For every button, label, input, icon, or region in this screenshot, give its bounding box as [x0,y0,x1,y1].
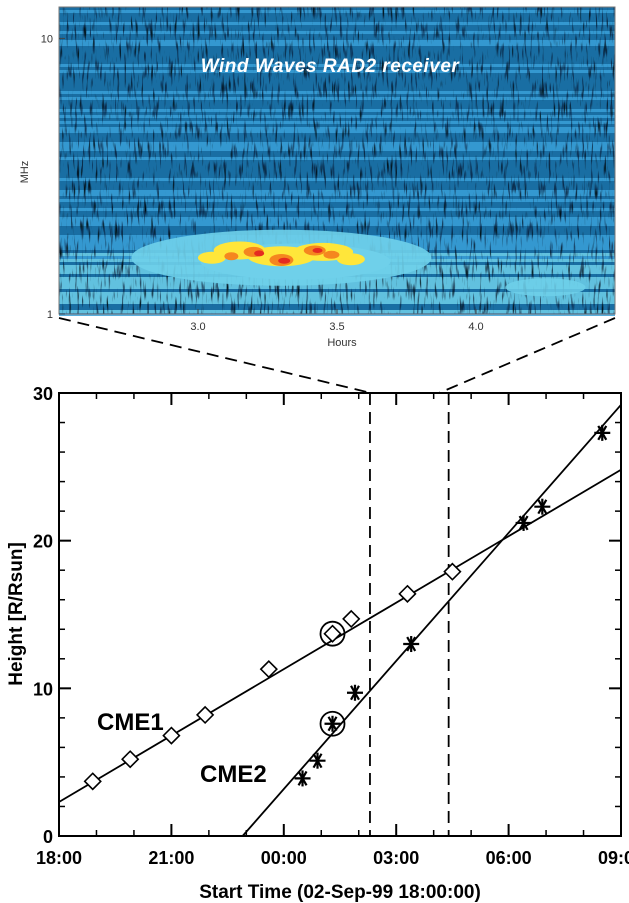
burst-halo [505,278,586,297]
burst-core [278,257,291,264]
y-tick-label: 30 [33,384,53,404]
spectrogram-x-ticks: 3.0 3.5 4.0 [190,309,484,333]
plot-ticks: 18:00 21:00 00:00 03:00 06:00 09:00 0 10 20 30 [33,384,629,868]
circled-points [319,620,346,737]
spectrogram-x-tick-label: 3.0 [190,321,205,333]
spectrogram-x-tick-label: 3.5 [329,321,344,333]
burst-intense [336,253,365,266]
cme2-point [294,770,311,787]
zoom-line-right [438,317,616,394]
cme2-point [534,498,551,515]
fit-line-cme2 [241,404,622,837]
cme2-point [515,514,532,531]
cme1-point [195,705,215,725]
series-label-cme2: CME2 [200,761,267,788]
cme2-point [309,752,326,769]
cme1-points [83,562,462,791]
cme1-point [443,562,462,581]
cme1-point [121,750,140,769]
fit-line-cme1 [58,469,622,803]
spectrogram-y-tick-label: 10 [41,33,53,45]
cme2-point [346,684,363,701]
cme1-point [83,772,102,791]
plot-frame [58,392,622,837]
cme2-points [294,424,611,787]
cme1-point [342,609,361,629]
cme1-point [162,726,181,745]
y-axis-label: Height [R/Rsun] [6,542,27,686]
y-tick-label: 20 [33,532,53,552]
zoom-line-left [58,317,372,394]
fit-lines [58,404,622,837]
vertical-marker-lines [369,393,450,836]
burst-peak [224,252,239,261]
circled-point [319,710,346,737]
spectrogram-title: Wind Waves RAD2 receiver [201,56,461,77]
burst-core [312,247,323,253]
height-time-plot: 18:00 21:00 00:00 03:00 06:00 09:00 0 10 20 30 CM… [6,384,629,903]
cme2-point [594,424,611,441]
x-tick-label: 18:00 [36,848,82,868]
burst-core [254,250,265,257]
spectrogram-y-ticks: 1 10 [41,33,65,321]
x-axis-label: Start Time (02-Sep-99 18:00:00) [199,882,481,903]
cme2-point [403,636,420,653]
burst-intense [197,251,226,264]
y-tick-label: 0 [43,827,53,847]
burst-peak [323,250,340,259]
x-tick-label: 06:00 [486,848,532,868]
y-tick-label: 10 [33,679,53,699]
spectrogram-y-tick-label: 1 [47,309,53,321]
radio-burst-emission [131,229,586,297]
cme2-point [324,715,341,732]
cme1-point [259,660,278,679]
spectrogram-x-axis-label: Hours [327,337,357,349]
cme1-point [398,584,417,603]
x-tick-label: 03:00 [373,848,419,868]
x-tick-label: 00:00 [261,848,307,868]
circled-point [319,620,346,647]
spectrogram-x-tick-label: 4.0 [468,321,483,333]
x-tick-label: 09:00 [598,848,629,868]
spectrogram-panel: Wind Waves RAD2 receiver 3.0 3.5 4.0 1 10 H… [19,6,616,349]
x-tick-label: 21:00 [148,848,194,868]
cme1-point [323,624,342,643]
series-label-cme1: CME1 [97,709,164,736]
spectrogram-y-axis-label: MHz [19,161,31,184]
